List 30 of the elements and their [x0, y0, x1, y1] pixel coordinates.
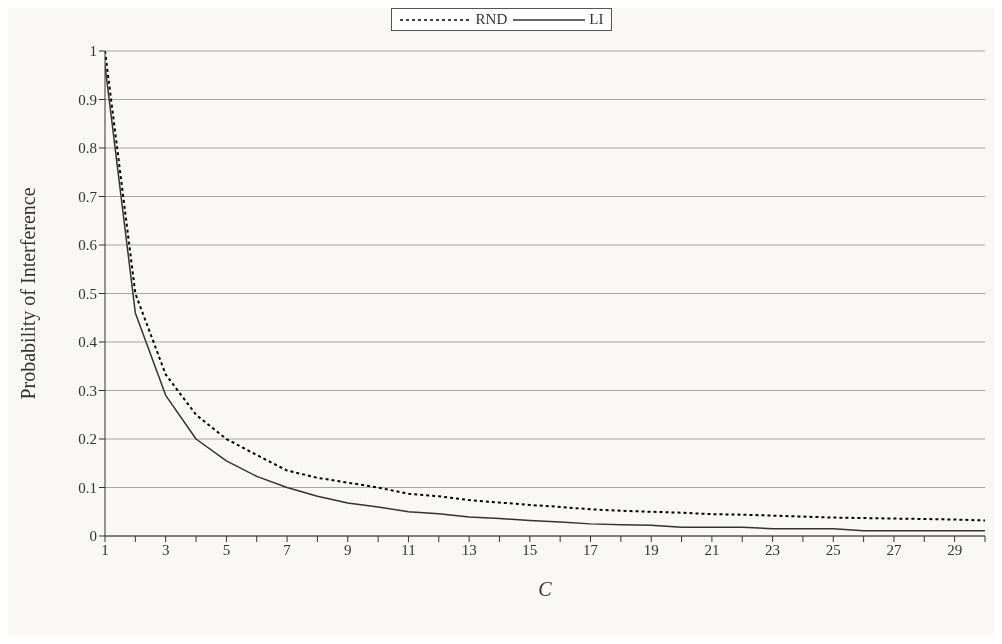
- y-tick-label: 0.6: [78, 237, 98, 254]
- x-tick-label: 21: [704, 541, 720, 558]
- x-tick-label: 1: [101, 541, 109, 558]
- x-tick-label: 15: [522, 541, 538, 558]
- legend-label: RND: [475, 11, 508, 28]
- x-axis-title: C: [538, 578, 553, 600]
- y-axis-title: Probability of Interference: [17, 187, 41, 400]
- y-tick-label: 0.3: [78, 382, 97, 399]
- x-tick-label: 13: [461, 541, 477, 558]
- x-tick-label: 19: [643, 541, 659, 558]
- y-tick-label: 0.7: [78, 188, 98, 205]
- x-tick-label: 7: [283, 541, 292, 558]
- y-tick-label: 1: [89, 43, 97, 60]
- y-tick-label: 0.5: [78, 285, 97, 302]
- x-tick-label: 23: [765, 541, 781, 558]
- x-tick-label: 29: [947, 541, 963, 558]
- x-tick-label: 11: [401, 541, 416, 558]
- y-tick-label: 0.9: [78, 91, 97, 108]
- x-tick-label: 17: [583, 541, 599, 558]
- x-tick-label: 9: [344, 541, 352, 558]
- y-tick-label: 0.8: [78, 140, 97, 157]
- x-tick-label: 27: [886, 541, 902, 558]
- x-tick-label: 25: [825, 541, 841, 558]
- y-tick-label: 0.4: [78, 334, 98, 351]
- legend-label: LI: [589, 11, 604, 28]
- x-tick-label: 3: [161, 541, 170, 558]
- y-tick-label: 0.1: [78, 479, 97, 496]
- x-tick-label: 5: [222, 541, 231, 558]
- y-tick-label: 0.2: [78, 431, 97, 448]
- y-tick-label: 0: [89, 528, 97, 545]
